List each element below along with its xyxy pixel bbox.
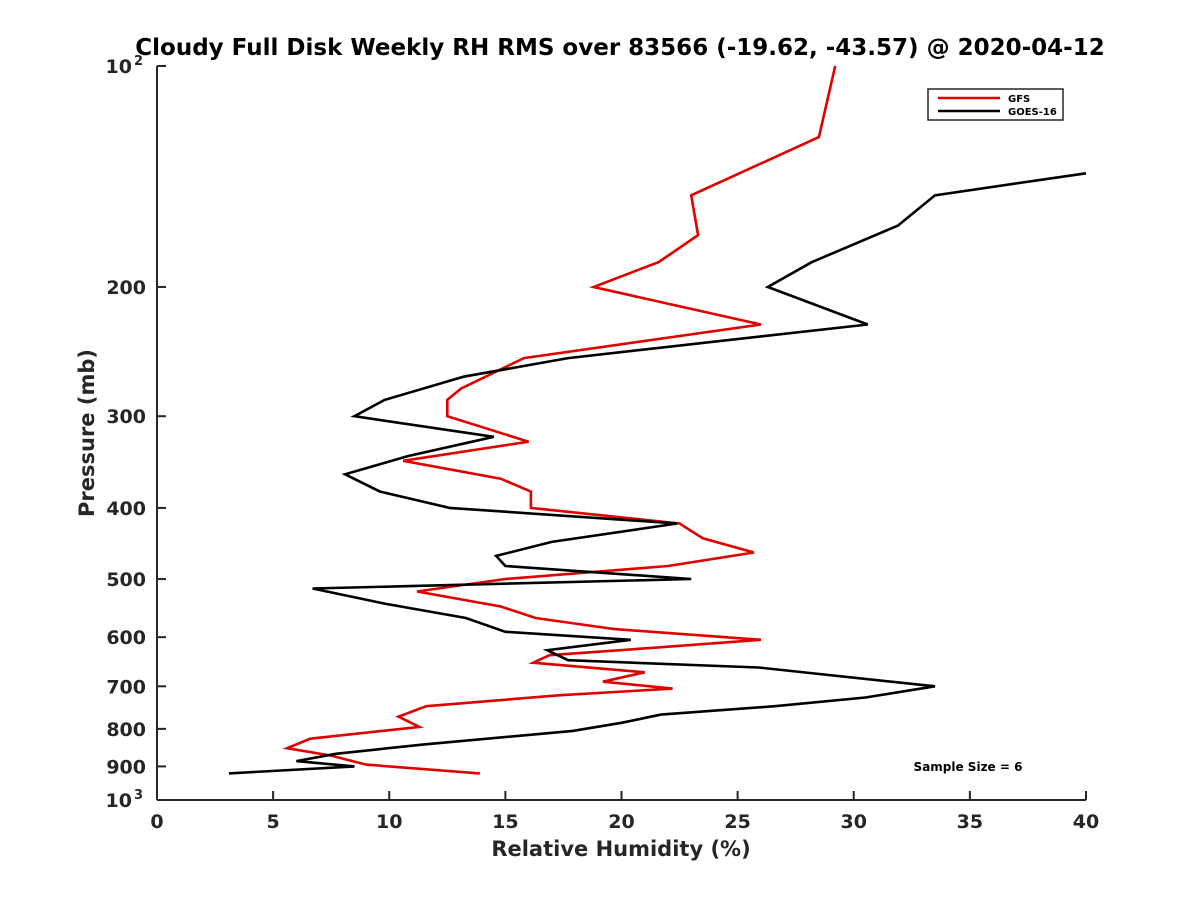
series-line-goes-16	[228, 172, 1087, 775]
chart-title: Cloudy Full Disk Weekly RH RMS over 8356…	[135, 35, 1104, 61]
x-tick-label: 15	[492, 811, 518, 833]
y-tick-label: 300	[106, 406, 146, 428]
legend: GFS GOES-16	[927, 88, 1064, 121]
x-tick-label: 20	[608, 811, 634, 833]
series-layer	[228, 65, 1087, 775]
y-tick-label: 600	[106, 627, 146, 649]
y-tick-label: 900	[106, 756, 146, 778]
legend-box	[927, 88, 1064, 121]
x-tick-label: 10	[376, 811, 402, 833]
y-tick-label: 200	[106, 277, 146, 299]
y-tick-exponent: 2	[134, 54, 143, 69]
x-tick-label: 25	[724, 811, 750, 833]
y-tick-label: 800	[106, 719, 146, 741]
y-axis-label: Pressure (mb)	[75, 349, 99, 517]
legend-label: GOES-16	[1008, 107, 1057, 118]
y-tick-label: 10	[106, 790, 132, 812]
y-tick-exponent: 3	[134, 788, 143, 803]
sample-size-annotation: Sample Size = 6	[914, 760, 1023, 774]
y-tick-label: 10	[106, 56, 132, 78]
x-tick-label: 30	[841, 811, 867, 833]
y-tick-label: 500	[106, 569, 146, 591]
x-axis-label: Relative Humidity (%)	[491, 837, 750, 861]
legend-label: GFS	[1008, 94, 1030, 105]
x-tick-label: 5	[267, 811, 280, 833]
series-line-gfs	[282, 65, 837, 775]
y-tick-label: 400	[106, 498, 146, 520]
x-tick-label: 35	[957, 811, 983, 833]
x-tick-label: 40	[1073, 811, 1099, 833]
y-tick-label: 700	[106, 676, 146, 698]
x-tick-label: 0	[150, 811, 163, 833]
